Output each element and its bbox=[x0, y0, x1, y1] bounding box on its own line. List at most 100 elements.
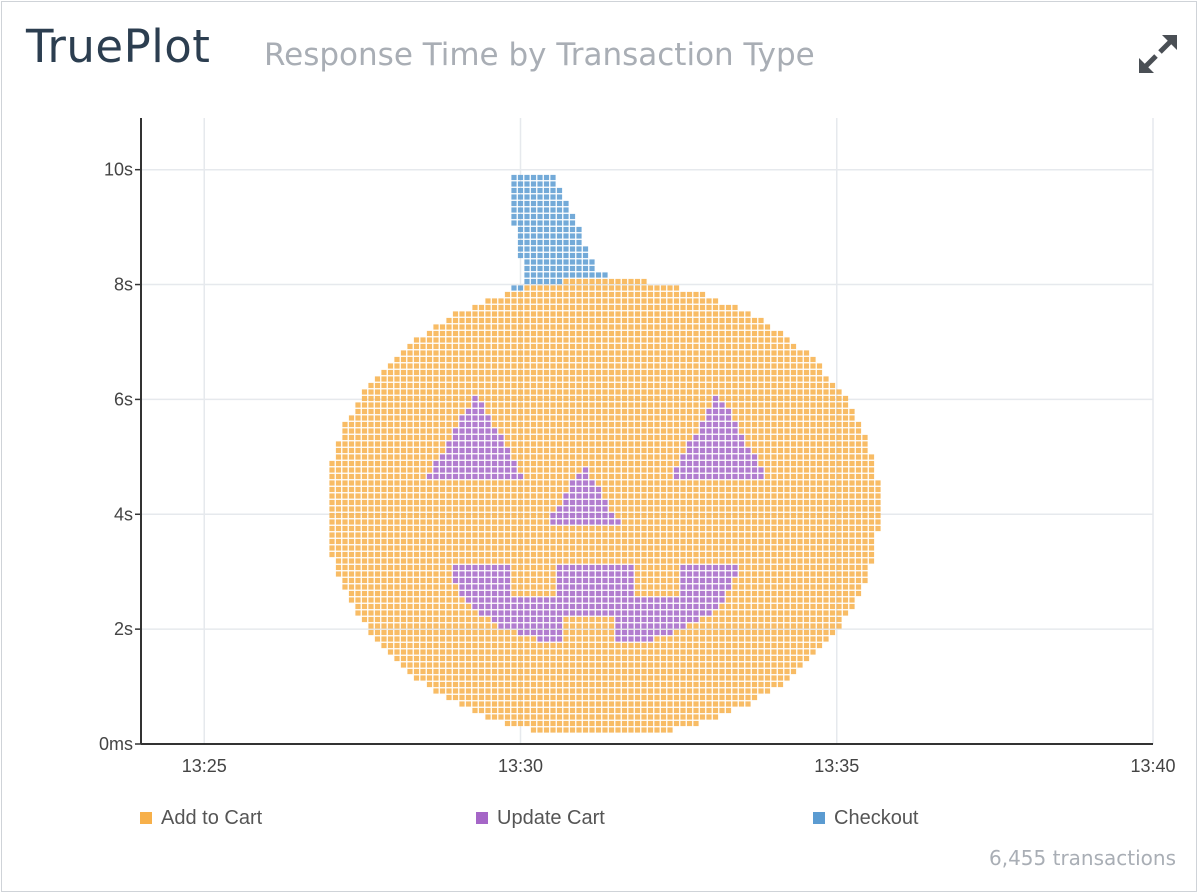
point-add-to-cart bbox=[647, 720, 654, 727]
point-add-to-cart bbox=[686, 681, 693, 688]
point-add-to-cart bbox=[738, 597, 745, 603]
point-add-to-cart bbox=[439, 558, 446, 564]
point-add-to-cart bbox=[634, 447, 641, 454]
point-add-to-cart bbox=[426, 389, 433, 395]
point-add-to-cart bbox=[712, 389, 719, 395]
point-add-to-cart bbox=[719, 493, 725, 499]
point-add-to-cart bbox=[407, 486, 413, 493]
point-add-to-cart bbox=[764, 343, 771, 350]
point-add-to-cart bbox=[426, 447, 433, 454]
point-checkout bbox=[569, 246, 576, 252]
point-add-to-cart bbox=[797, 389, 803, 395]
point-add-to-cart bbox=[673, 291, 680, 298]
point-checkout bbox=[543, 252, 550, 259]
point-update-cart bbox=[569, 603, 576, 610]
point-add-to-cart bbox=[576, 434, 582, 441]
point-add-to-cart bbox=[758, 395, 764, 402]
point-update-cart bbox=[504, 610, 511, 616]
point-update-cart bbox=[537, 623, 543, 629]
point-add-to-cart bbox=[647, 441, 654, 447]
point-add-to-cart bbox=[784, 408, 790, 415]
point-add-to-cart bbox=[361, 597, 368, 603]
point-add-to-cart bbox=[797, 597, 803, 603]
point-add-to-cart bbox=[433, 454, 439, 460]
legend-update-cart[interactable]: Update Cart bbox=[476, 806, 605, 830]
point-add-to-cart bbox=[504, 551, 511, 558]
point-update-cart bbox=[452, 434, 459, 441]
expand-arrows-icon[interactable] bbox=[1134, 30, 1182, 78]
point-add-to-cart bbox=[446, 571, 452, 577]
point-add-to-cart bbox=[374, 389, 381, 395]
point-update-cart bbox=[660, 603, 667, 610]
point-add-to-cart bbox=[595, 389, 602, 395]
point-add-to-cart bbox=[868, 506, 875, 512]
point-update-cart bbox=[550, 519, 556, 525]
point-add-to-cart bbox=[478, 519, 485, 525]
point-add-to-cart bbox=[836, 434, 842, 441]
point-checkout bbox=[543, 265, 550, 272]
point-add-to-cart bbox=[504, 408, 511, 415]
point-add-to-cart bbox=[582, 389, 589, 395]
point-add-to-cart bbox=[654, 324, 660, 330]
point-add-to-cart bbox=[647, 584, 654, 590]
point-add-to-cart bbox=[712, 499, 719, 506]
point-add-to-cart bbox=[459, 499, 465, 506]
point-add-to-cart bbox=[641, 545, 647, 551]
point-add-to-cart bbox=[478, 642, 485, 649]
point-add-to-cart bbox=[530, 324, 537, 330]
point-update-cart bbox=[452, 473, 459, 480]
point-add-to-cart bbox=[550, 714, 556, 720]
point-update-cart bbox=[556, 577, 563, 584]
point-add-to-cart bbox=[641, 499, 647, 506]
point-add-to-cart bbox=[751, 337, 758, 343]
point-add-to-cart bbox=[517, 415, 524, 421]
point-add-to-cart bbox=[361, 408, 368, 415]
point-add-to-cart bbox=[550, 480, 556, 486]
point-add-to-cart bbox=[576, 356, 582, 363]
point-add-to-cart bbox=[459, 506, 465, 512]
legend-add-to-cart[interactable]: Add to Cart bbox=[140, 806, 262, 830]
point-add-to-cart bbox=[615, 343, 621, 350]
point-update-cart bbox=[498, 590, 504, 597]
point-checkout bbox=[524, 246, 530, 252]
point-add-to-cart bbox=[647, 337, 654, 343]
point-add-to-cart bbox=[784, 655, 790, 662]
point-add-to-cart bbox=[550, 389, 556, 395]
point-checkout bbox=[517, 252, 524, 259]
point-add-to-cart bbox=[491, 623, 498, 629]
point-add-to-cart bbox=[381, 473, 387, 480]
point-update-cart bbox=[485, 577, 491, 584]
point-add-to-cart bbox=[550, 545, 556, 551]
point-add-to-cart bbox=[712, 629, 719, 636]
point-add-to-cart bbox=[602, 324, 608, 330]
point-add-to-cart bbox=[673, 408, 680, 415]
point-add-to-cart bbox=[699, 642, 706, 649]
point-add-to-cart bbox=[589, 291, 595, 298]
legend-checkout[interactable]: Checkout bbox=[813, 806, 919, 830]
point-update-cart bbox=[478, 402, 485, 408]
point-add-to-cart bbox=[602, 389, 608, 395]
point-add-to-cart bbox=[602, 447, 608, 454]
point-add-to-cart bbox=[556, 363, 563, 369]
point-add-to-cart bbox=[550, 408, 556, 415]
point-add-to-cart bbox=[771, 590, 777, 597]
point-add-to-cart bbox=[810, 506, 816, 512]
point-add-to-cart bbox=[537, 389, 543, 395]
point-add-to-cart bbox=[459, 655, 465, 662]
point-add-to-cart bbox=[693, 415, 699, 421]
point-add-to-cart bbox=[699, 675, 706, 681]
point-checkout bbox=[563, 220, 569, 226]
point-add-to-cart bbox=[420, 629, 426, 636]
point-add-to-cart bbox=[452, 616, 459, 623]
point-add-to-cart bbox=[706, 363, 712, 369]
point-add-to-cart bbox=[426, 480, 433, 486]
point-add-to-cart bbox=[537, 408, 543, 415]
point-add-to-cart bbox=[459, 701, 465, 707]
point-add-to-cart bbox=[556, 415, 563, 421]
point-add-to-cart bbox=[524, 311, 530, 317]
point-add-to-cart bbox=[446, 480, 452, 486]
point-add-to-cart bbox=[810, 590, 816, 597]
point-add-to-cart bbox=[543, 564, 550, 571]
point-add-to-cart bbox=[764, 525, 771, 532]
point-add-to-cart bbox=[563, 363, 569, 369]
